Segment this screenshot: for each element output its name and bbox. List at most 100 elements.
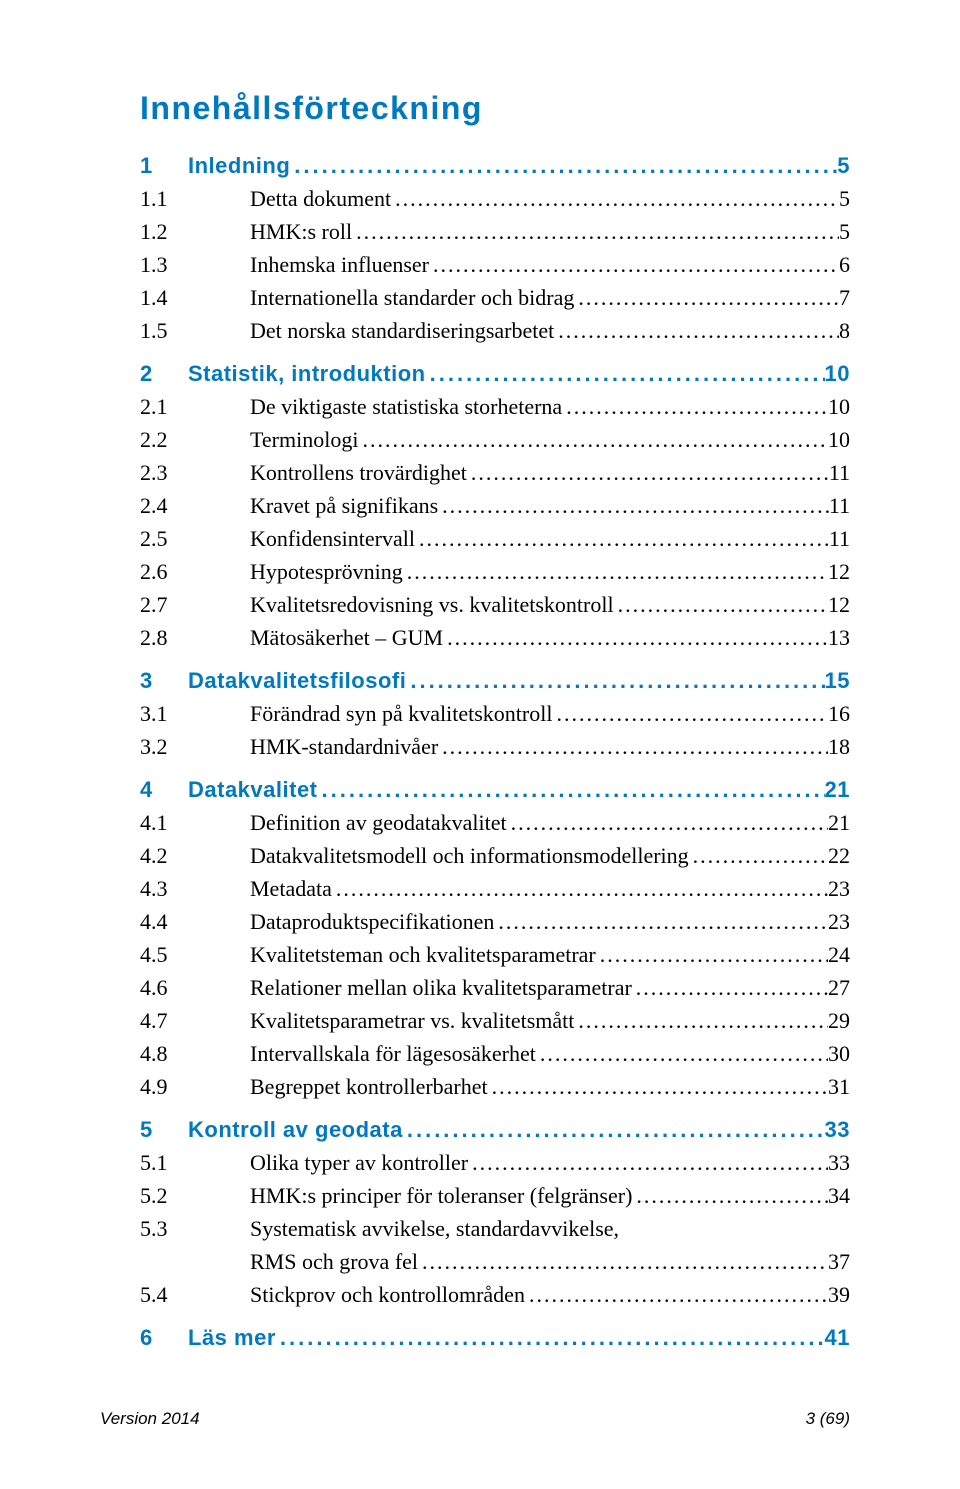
toc-subsection[interactable]: 2.6Hypotesprövning......................… — [140, 555, 850, 588]
toc-section[interactable]: 5Kontroll av geodata....................… — [140, 1113, 850, 1146]
toc-leader: ........................................… — [318, 773, 825, 806]
toc-subsection[interactable]: 5.2HMK:s principer för toleranser (felgr… — [140, 1179, 850, 1212]
toc-leader: ........................................… — [290, 149, 837, 182]
toc-section[interactable]: 2Statistik, introduktion................… — [140, 357, 850, 390]
toc-continuation[interactable]: RMS och grova fel.......................… — [140, 1245, 850, 1278]
toc-number: 6 — [140, 1321, 188, 1354]
toc-leader: ........................................… — [438, 730, 828, 763]
toc-page: 5 — [839, 182, 850, 215]
toc-label: Terminologi — [250, 423, 358, 456]
toc-subsection[interactable]: 4.9Begreppet kontrollerbarhet...........… — [140, 1070, 850, 1103]
toc-page: 11 — [829, 522, 850, 555]
toc-leader: ........................................… — [554, 314, 839, 347]
toc-label: Kontroll av geodata — [188, 1113, 403, 1146]
toc-leader: ........................................… — [276, 1321, 825, 1354]
toc-subsection[interactable]: 1.2HMK:s roll...........................… — [140, 215, 850, 248]
toc-number: 1 — [140, 149, 188, 182]
toc-subsection[interactable]: 1.5Det norska standardiseringsarbetet...… — [140, 314, 850, 347]
toc-leader: ........................................… — [507, 806, 828, 839]
toc-section[interactable]: 1Inledning..............................… — [140, 149, 850, 182]
toc-subsection[interactable]: 1.3Inhemska influenser..................… — [140, 248, 850, 281]
toc-page: 22 — [828, 839, 850, 872]
toc-leader: ........................................… — [562, 390, 828, 423]
toc-number: 5.4 — [140, 1278, 250, 1311]
toc-leader: ........................................… — [406, 664, 824, 697]
toc-page: 13 — [828, 621, 850, 654]
toc-leader: ........................................… — [418, 1245, 828, 1278]
toc-label: Datakvalitetsfilosofi — [188, 664, 406, 697]
toc-number: 2.1 — [140, 390, 250, 423]
toc-number: 2.5 — [140, 522, 250, 555]
toc-subsection[interactable]: 2.3Kontrollens trovärdighet.............… — [140, 456, 850, 489]
toc-section[interactable]: 3Datakvalitetsfilosofi..................… — [140, 664, 850, 697]
toc-label: HMK-standardnivåer — [250, 730, 438, 763]
toc-leader: ........................................… — [525, 1278, 828, 1311]
toc-number: 4.3 — [140, 872, 250, 905]
toc-subsection[interactable]: 5.1Olika typer av kontroller............… — [140, 1146, 850, 1179]
toc-label: Inledning — [188, 149, 290, 182]
toc-subsection[interactable]: 2.8Mätosäkerhet – GUM...................… — [140, 621, 850, 654]
toc-subsection[interactable]: 2.2Terminologi..........................… — [140, 423, 850, 456]
toc-leader: ........................................… — [429, 248, 839, 281]
toc-leader: ........................................… — [403, 555, 828, 588]
toc-label: Systematisk avvikelse, standardavvikelse… — [250, 1212, 619, 1245]
toc-leader: ........................................… — [426, 357, 825, 390]
toc-label: Kontrollens trovärdighet — [250, 456, 467, 489]
toc-page: 39 — [828, 1278, 850, 1311]
toc-number: 3.1 — [140, 697, 250, 730]
toc-page: 34 — [828, 1179, 850, 1212]
toc-subsection[interactable]: 2.7Kvalitetsredovisning vs. kvalitetskon… — [140, 588, 850, 621]
toc-label: Detta dokument — [250, 182, 391, 215]
toc-number: 4.2 — [140, 839, 250, 872]
toc-subsection[interactable]: 4.3Metadata.............................… — [140, 872, 850, 905]
toc-subsection[interactable]: 4.1Definition av geodatakvalitet........… — [140, 806, 850, 839]
toc-section[interactable]: 6Läs mer................................… — [140, 1321, 850, 1354]
toc-subsection[interactable]: 2.5Konfidensintervall...................… — [140, 522, 850, 555]
toc-number: 2 — [140, 357, 188, 390]
toc-page: 11 — [829, 489, 850, 522]
toc-subsection[interactable]: 4.6Relationer mellan olika kvalitetspara… — [140, 971, 850, 1004]
toc-page: 27 — [828, 971, 850, 1004]
toc-page: 10 — [828, 423, 850, 456]
toc-leader: ........................................… — [468, 1146, 828, 1179]
toc-page: 33 — [828, 1146, 850, 1179]
toc-page: 41 — [825, 1321, 850, 1354]
toc-subsection[interactable]: 4.5Kvalitetsteman och kvalitetsparametra… — [140, 938, 850, 971]
toc-page: 5 — [837, 149, 850, 182]
toc-subsection[interactable]: 1.4Internationella standarder och bidrag… — [140, 281, 850, 314]
toc-subsection[interactable]: 4.8Intervallskala för lägesosäkerhet....… — [140, 1037, 850, 1070]
toc-page: 21 — [828, 806, 850, 839]
toc-number: 4 — [140, 773, 188, 806]
toc-subsection[interactable]: 2.4Kravet på signifikans................… — [140, 489, 850, 522]
toc-leader: ........................................… — [415, 522, 829, 555]
toc-subsection[interactable]: 4.4Dataproduktspecifikationen...........… — [140, 905, 850, 938]
toc-leader: ........................................… — [467, 456, 829, 489]
toc-subsection[interactable]: 2.1De viktigaste statistiska storheterna… — [140, 390, 850, 423]
toc-subsection[interactable]: 5.3Systematisk avvikelse, standardavvike… — [140, 1212, 850, 1245]
page-footer: Version 2014 3 (69) — [100, 1409, 850, 1429]
toc-number: 1.1 — [140, 182, 250, 215]
toc-leader: ........................................… — [632, 971, 828, 1004]
toc-page: 23 — [828, 905, 850, 938]
toc-subsection[interactable]: 5.4Stickprov och kontrollområden........… — [140, 1278, 850, 1311]
toc-label: Statistik, introduktion — [188, 357, 426, 390]
toc-label: Inhemska influenser — [250, 248, 429, 281]
toc-leader: ........................................… — [332, 872, 828, 905]
toc-subsection[interactable]: 3.2HMK-standardnivåer...................… — [140, 730, 850, 763]
toc-page: 8 — [839, 314, 850, 347]
toc-page: 37 — [828, 1245, 850, 1278]
toc-subsection[interactable]: 3.1Förändrad syn på kvalitetskontroll...… — [140, 697, 850, 730]
toc-label: Läs mer — [188, 1321, 276, 1354]
toc-section[interactable]: 4Datakvalitet...........................… — [140, 773, 850, 806]
toc-subsection[interactable]: 4.2Datakvalitetsmodell och informationsm… — [140, 839, 850, 872]
toc-number: 1.3 — [140, 248, 250, 281]
toc-number: 2.3 — [140, 456, 250, 489]
toc-label: Datakvalitet — [188, 773, 318, 806]
toc-subsection[interactable]: 4.7Kvalitetsparametrar vs. kvalitetsmått… — [140, 1004, 850, 1037]
toc-page: 31 — [828, 1070, 850, 1103]
toc-leader: ........................................… — [494, 905, 828, 938]
toc-number: 2.6 — [140, 555, 250, 588]
toc-leader: ........................................… — [391, 182, 839, 215]
toc-leader: ........................................… — [536, 1037, 828, 1070]
toc-subsection[interactable]: 1.1Detta dokument.......................… — [140, 182, 850, 215]
